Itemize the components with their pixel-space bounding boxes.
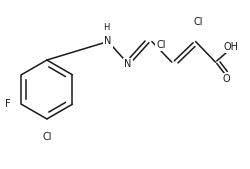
Text: Cl: Cl <box>42 132 51 142</box>
Text: O: O <box>222 74 229 84</box>
Text: N: N <box>104 37 111 46</box>
Text: Cl: Cl <box>192 17 202 27</box>
Text: H: H <box>103 22 109 31</box>
Text: N: N <box>124 59 131 69</box>
Text: F: F <box>5 99 10 109</box>
Text: Cl: Cl <box>156 40 165 50</box>
Text: OH: OH <box>223 42 238 52</box>
